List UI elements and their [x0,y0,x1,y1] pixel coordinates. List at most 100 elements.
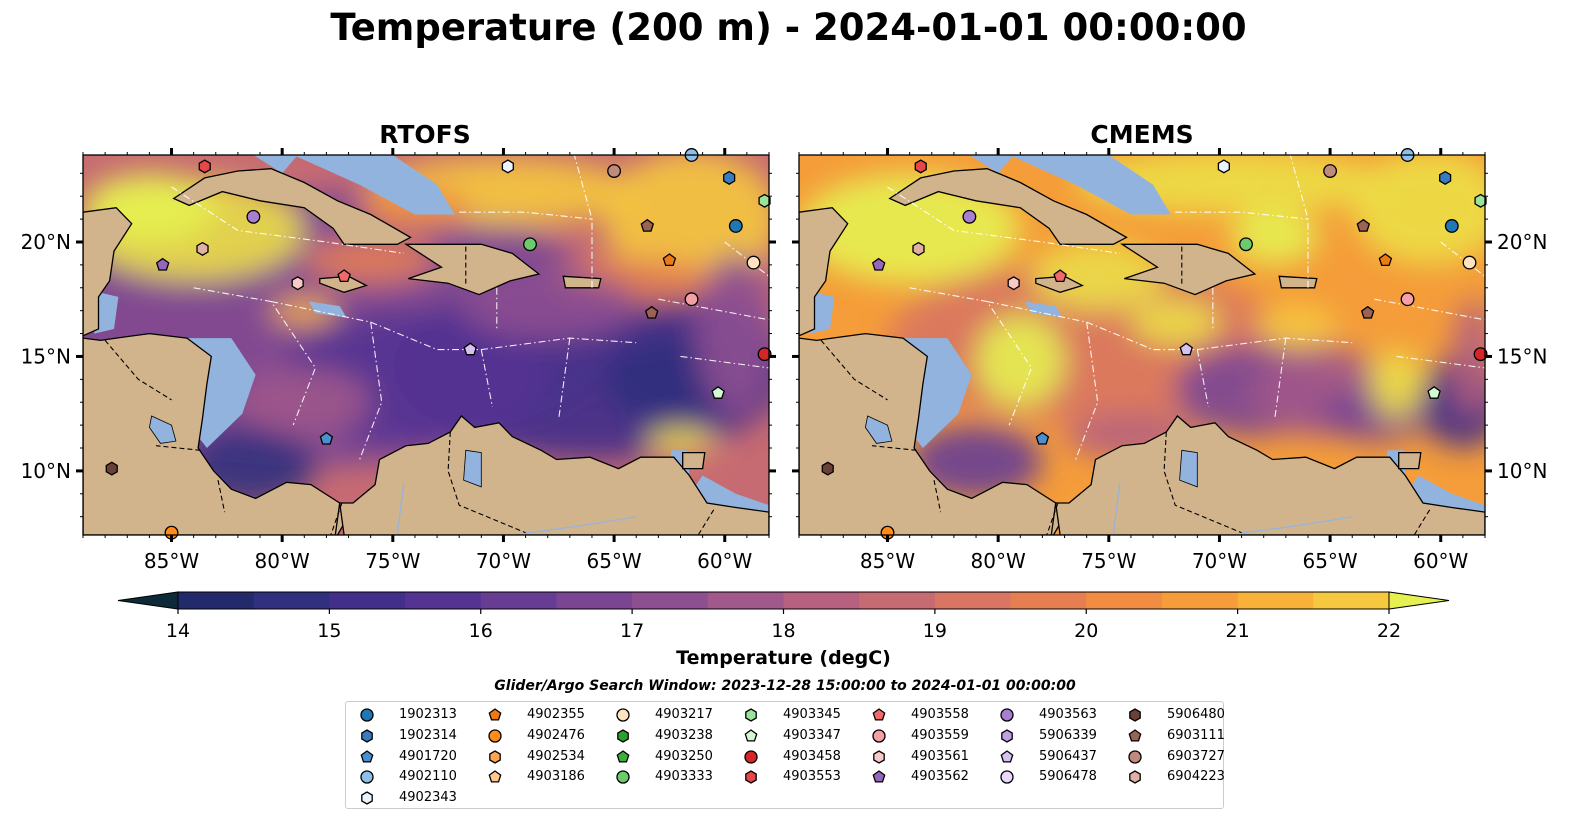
station-marker [821,461,834,476]
station-marker [1053,269,1067,283]
station-marker [640,218,655,232]
border-line [697,509,715,535]
y-tick-label: 15°N [21,344,71,368]
legend-marker [616,708,630,722]
legend-marker [872,770,886,783]
station-marker [757,347,772,362]
legend-marker-icon [360,770,374,785]
x-tick-label: 75°W [365,549,420,573]
x-tick-label: 60°W [1413,549,1468,573]
legend-marker [872,729,886,743]
legend-marker [1129,770,1141,785]
eez-line [193,287,317,426]
legend-label: 6903727 [1167,748,1225,764]
legend-marker-icon [616,749,630,763]
station-marker [1439,170,1452,185]
x-tick-label: 85°W [860,549,915,573]
legend-marker [488,708,502,721]
land-trinidad [1398,451,1422,470]
legend-marker [1001,729,1013,743]
x-tick-label: 70°W [476,549,531,573]
map-panel-cmems: 85°W 80°W 75°W 70°W 65°W 60°W 20°N 15°N 10°N [792,148,1547,573]
eez-line [558,338,571,419]
shelf-pedrobank [1024,301,1063,318]
station-marker [501,159,514,174]
land-cuba [888,168,1128,245]
legend-marker-icon [617,729,629,743]
river [1112,482,1121,535]
land-hispaniola [403,243,541,296]
station-marker [105,461,118,476]
station-marker [523,237,537,252]
border-line [104,340,172,401]
legend-marker-icon [1128,728,1142,742]
eez-line [480,349,493,407]
legend-label: 4903217 [655,707,713,722]
legend-label: 5906339 [1039,727,1097,743]
station-marker [746,255,761,270]
station-marker [1400,292,1415,307]
eez-line [909,287,1033,426]
legend-label: 1902313 [399,707,457,722]
legend-marker-icon [872,770,886,783]
land-trinidad [682,451,706,470]
legend-label: 4903563 [1039,707,1097,722]
legend-marker [360,770,374,785]
x-tick-label: 85°W [144,549,199,573]
legend-marker [488,770,502,783]
legend-marker-icon [1000,708,1014,722]
station-marker [912,241,925,256]
station-marker [1360,305,1375,319]
legend-marker [744,728,758,742]
station-marker [871,257,886,271]
x-tick-label: 60°W [697,549,752,573]
panel-title-cmems: CMEMS [1090,120,1194,149]
legend-label: 4903345 [783,707,841,722]
panel-title-rtofs: RTOFS [379,120,471,149]
river [1241,515,1353,534]
station-marker [291,276,304,291]
x-tick-label: 65°W [586,549,641,573]
shelf-belize [94,292,119,334]
border-line [1046,502,1059,535]
legend-label: 4902355 [527,707,585,722]
station-marker [684,292,699,307]
legend-label: 4902110 [399,769,457,785]
legend-marker-icon [489,749,501,764]
legend-marker [1000,770,1014,785]
station-marker [1323,164,1338,178]
legend-marker-icon [872,729,886,743]
station-marker [1217,159,1230,174]
shelf-belize [810,292,835,334]
y-tick-label: 15°N [1497,344,1547,368]
y-tick-label: 20°N [1497,230,1547,254]
station-marker [463,342,477,356]
legend-label: 4902343 [399,790,457,806]
legend-marker [616,770,630,785]
land-mainland2 [799,332,1485,535]
shelf-bahamas [293,155,455,215]
border-line [1163,431,1242,534]
legend-marker-icon [1129,708,1141,722]
station-marker [1378,253,1393,267]
legend-title: Glider/Argo Search Window: 2023-12-28 15… [494,678,1076,694]
station-marker [319,431,334,445]
x-tick-label: 80°W [971,549,1026,573]
legend-label: 4903347 [783,727,841,743]
legend-marker [617,729,629,743]
legend-marker-icon [1129,770,1141,785]
legend-label: 4903559 [911,727,969,743]
station-marker [196,241,209,256]
legend-marker-icon [361,791,373,805]
station-marker [1473,347,1488,362]
eez-line [1374,298,1485,321]
x-tick-label: 80°W [255,549,310,573]
legend-marker-icon [616,708,630,722]
border-line [447,431,526,534]
legend-marker [872,708,886,721]
legend-marker [361,791,373,805]
legend-marker-icon [360,708,374,722]
shelf-bahama2 [253,155,298,174]
station-marker [1474,193,1487,208]
station-marker [337,269,351,283]
